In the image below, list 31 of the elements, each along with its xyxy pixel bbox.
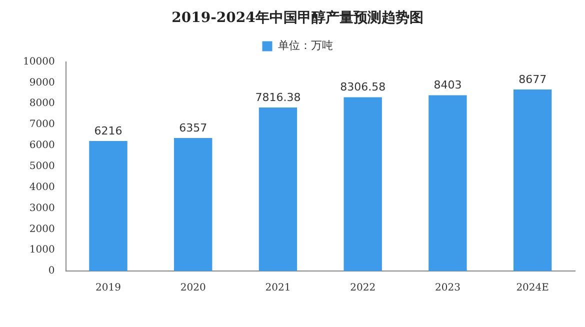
x-tick-label: 2021 [265,282,291,294]
x-tick-label: 2024E [516,282,549,294]
y-tick-label: 4000 [29,182,55,193]
y-tick-label: 8000 [29,98,55,110]
x-tick-label: 2023 [434,282,460,294]
y-tick-label: 2000 [29,224,55,235]
y-tick-label: 3000 [29,202,55,214]
x-tick-label: 2022 [350,282,376,294]
data-label: 6216 [94,124,122,138]
chart-title: 2019-2024年中国甲醇产量预测趋势图 [172,9,424,26]
data-label: 8306.58 [340,80,386,94]
bar [258,107,298,271]
y-tick-label: 5000 [29,160,55,172]
y-tick-label: 9000 [29,77,55,88]
bar [174,138,212,271]
data-label: 8403 [434,78,462,92]
data-label: 8677 [518,72,547,86]
bar [344,97,382,271]
data-label: 7816.38 [255,90,301,104]
y-tick-label: 1000 [29,244,55,256]
legend-label: 单位：万吨 [278,39,333,52]
y-tick-label: 0 [48,266,55,277]
bar [89,140,128,271]
x-tick-label: 2020 [180,282,206,294]
bar [513,89,552,271]
y-tick-label: 7000 [29,119,55,130]
bar [428,95,467,271]
data-label: 6357 [179,121,208,134]
y-tick-label: 6000 [29,140,55,152]
x-tick-label: 2019 [96,282,121,294]
y-tick-label: 10000 [23,56,55,68]
